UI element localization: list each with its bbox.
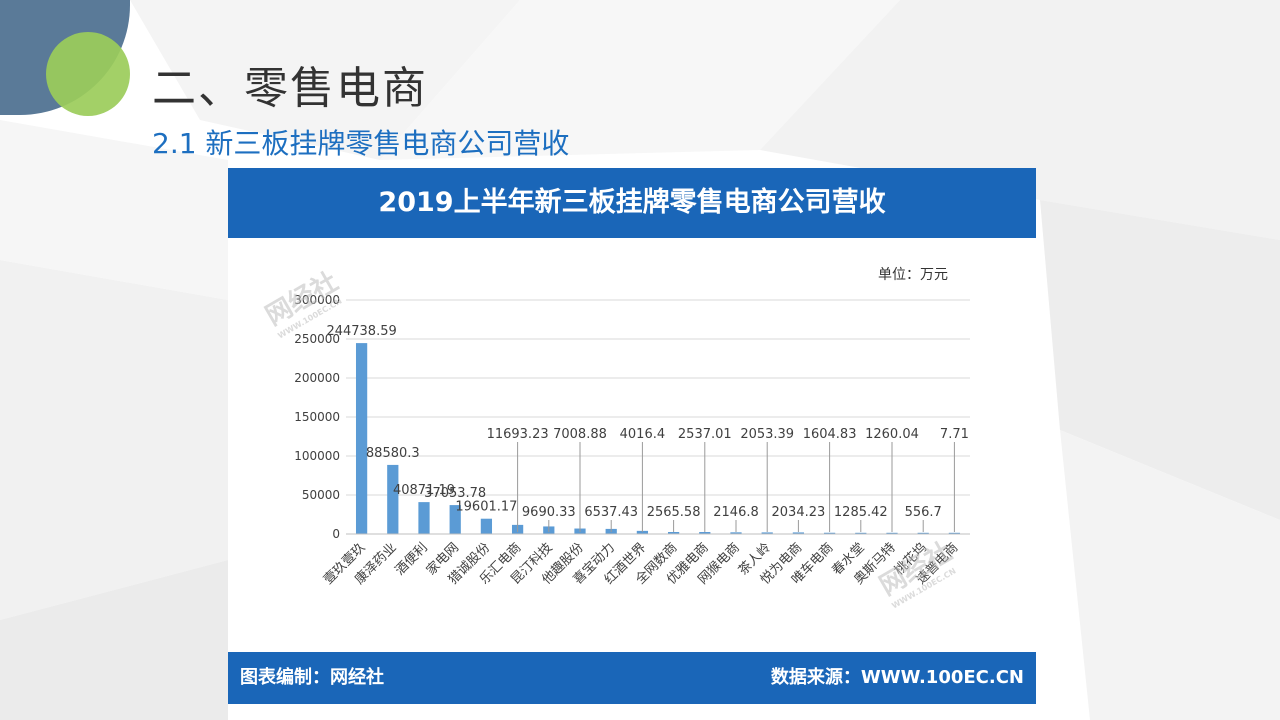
bar [855,532,867,534]
data-label: 2146.8 [713,505,759,520]
footer-compiler: 图表编制：网经社 [240,667,384,688]
y-tick-label: 150000 [294,410,340,424]
y-tick-label: 300000 [294,293,340,307]
y-tick-label: 50000 [302,488,340,502]
y-tick-label: 250000 [294,332,340,346]
data-label: 37053.78 [424,486,486,501]
data-label: 19601.17 [455,500,517,515]
bar [730,532,742,534]
bar [355,343,368,534]
data-label: 11693.23 [487,427,549,442]
data-label: 9690.33 [522,505,576,520]
y-tick-label: 0 [332,527,340,541]
bar [636,530,649,534]
bar [761,532,773,534]
bar [699,532,711,534]
chart-header: 2019上半年新三板挂牌零售电商公司营收 [228,168,1036,238]
data-label: 556.7 [905,505,942,520]
data-label: 2565.58 [647,505,701,520]
data-label: 7008.88 [553,427,607,442]
bar [886,532,898,534]
bar [917,532,929,534]
data-label: 4016.4 [620,427,666,442]
y-tick-label: 200000 [294,371,340,385]
data-label: 2034.23 [772,505,826,520]
data-label: 1604.83 [803,427,857,442]
green-circle [46,32,130,116]
unit-label: 单位：万元 [878,267,948,283]
y-tick-label: 100000 [294,449,340,463]
category-label: 酒便利 [393,540,431,578]
bar [449,505,461,534]
data-label: 1260.04 [865,427,919,442]
bar-chart: 0 50000 100000 150000 200000 250000 300000 2447… [294,293,970,588]
data-label: 2537.01 [678,427,732,442]
chart-footer: 图表编制：网经社 数据来源：WWW.100EC.CN [228,652,1036,704]
slide-title: 二、零售电商 [152,63,428,114]
bar [480,518,493,534]
data-label: 88580.3 [366,446,420,461]
footer-source: 数据来源：WWW.100EC.CN [770,667,1024,688]
chart-card: 2019上半年新三板挂牌零售电商公司营收 单位：万元 0 50000 100000 1… [228,168,1036,704]
bar [418,502,430,534]
bar [948,532,961,534]
bar [792,532,805,534]
data-label: 1285.42 [834,505,888,520]
data-label: 6537.43 [584,505,638,520]
bar [823,532,836,534]
data-label: 244738.59 [326,324,396,339]
bar [667,531,680,534]
data-label: 2053.39 [740,427,794,442]
slide-subtitle: 2.1 新三板挂牌零售电商公司营收 [152,127,570,160]
data-label: 40871.19 [393,483,455,498]
data-label: 7.71 [940,427,969,442]
bar [387,464,399,534]
